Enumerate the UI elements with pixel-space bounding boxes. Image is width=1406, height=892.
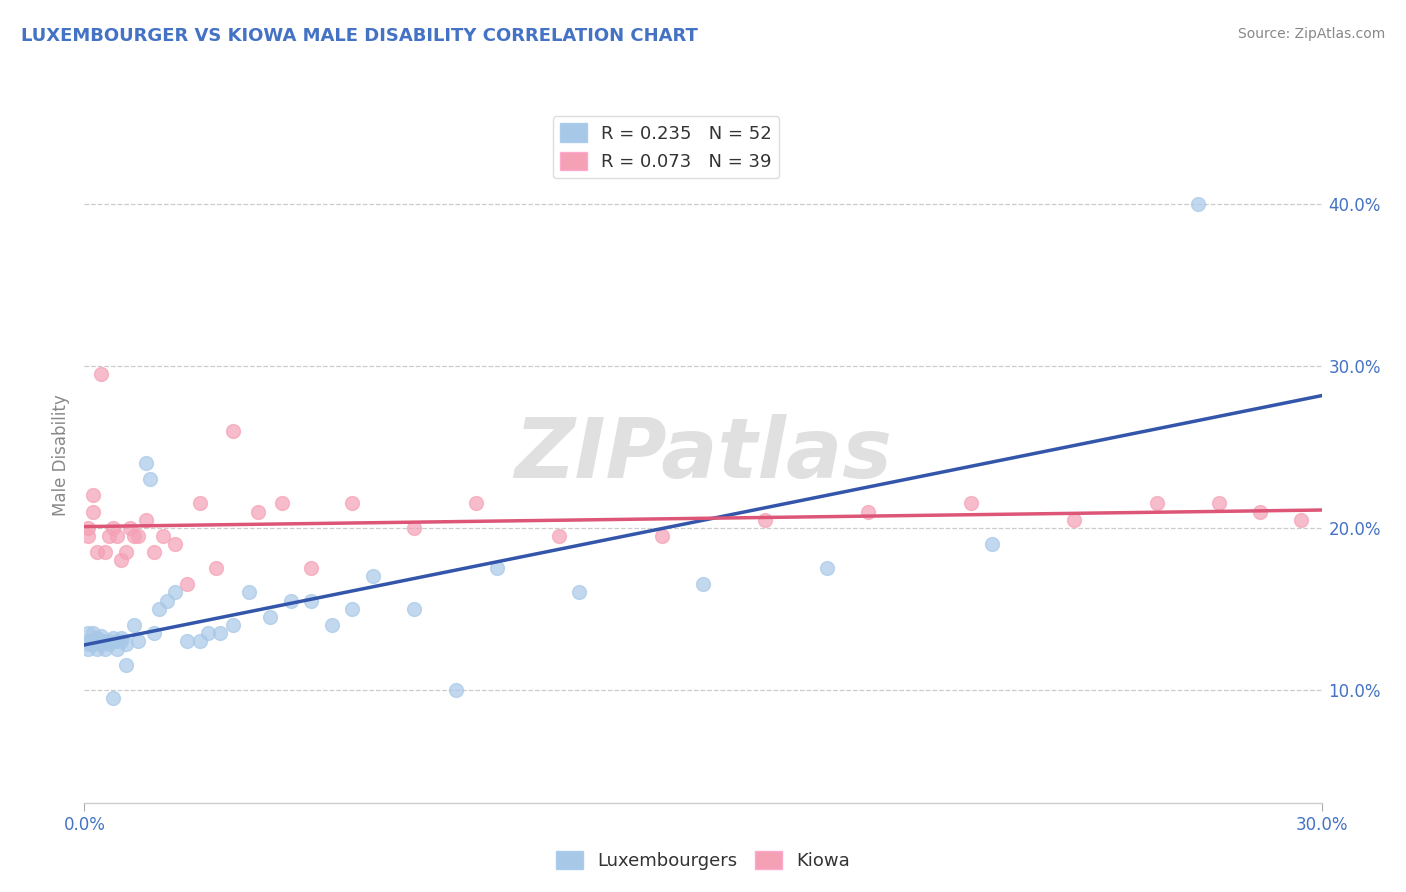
Point [90,367,112,381]
Point [960,496,983,510]
Point [110,634,132,648]
Point [176,577,198,591]
Text: ZIPatlas: ZIPatlas [515,415,891,495]
Point [156,593,179,607]
Point [94,642,117,657]
Point [404,601,426,615]
Point [547,529,569,543]
Point [82,626,104,640]
Point [1063,513,1085,527]
Point [444,682,467,697]
Point [1187,197,1209,211]
Point [152,529,174,543]
Point [105,634,128,648]
Point [77,521,100,535]
Point [105,529,128,543]
Text: Source: ZipAtlas.com: Source: ZipAtlas.com [1237,27,1385,41]
Point [299,561,322,575]
Point [1146,496,1168,510]
Point [404,521,426,535]
Point [485,561,508,575]
Point [1289,513,1312,527]
Point [82,634,104,648]
Point [856,504,879,518]
Point [86,545,108,559]
Point [342,496,364,510]
Point [77,626,100,640]
Point [135,513,157,527]
Point [815,561,838,575]
Point [118,521,141,535]
Point [143,626,166,640]
Point [1249,504,1271,518]
Point [94,634,117,648]
Point [127,529,149,543]
Point [114,545,136,559]
Point [342,601,364,615]
Point [692,577,714,591]
Point [980,537,1002,551]
Point [280,593,302,607]
Point [94,545,117,559]
Point [86,642,108,657]
Point [90,637,112,651]
Point [205,561,228,575]
Point [176,634,198,648]
Point [299,593,322,607]
Point [110,631,132,645]
Point [361,569,384,583]
Point [568,585,591,599]
Point [165,537,187,551]
Point [465,496,488,510]
Point [110,553,132,567]
Point [90,629,112,643]
Point [114,637,136,651]
Point [86,631,108,645]
Point [127,634,149,648]
Text: LUXEMBOURGER VS KIOWA MALE DISABILITY CORRELATION CHART: LUXEMBOURGER VS KIOWA MALE DISABILITY CO… [21,27,697,45]
Point [103,690,125,705]
Point [77,637,100,651]
Point [77,529,100,543]
Y-axis label: Male Disability: Male Disability [52,394,70,516]
Point [98,637,121,651]
Point [209,626,232,640]
Point [77,634,100,648]
Point [238,585,260,599]
Point [754,513,776,527]
Point [122,529,145,543]
Point [1208,496,1230,510]
Point [105,642,128,657]
Point [77,642,100,657]
Point [165,585,187,599]
Legend: Luxembourgers, Kiowa: Luxembourgers, Kiowa [548,844,858,877]
Point [82,637,104,651]
Point [651,529,673,543]
Point [188,634,211,648]
Point [188,496,211,510]
Point [82,488,104,502]
Point [122,617,145,632]
Point [321,617,343,632]
Point [86,634,108,648]
Point [103,521,125,535]
Point [139,472,162,486]
Point [222,617,245,632]
Point [271,496,294,510]
Point [148,601,170,615]
Point [98,634,121,648]
Point [197,626,219,640]
Point [222,424,245,438]
Point [246,504,269,518]
Point [82,504,104,518]
Point [259,609,281,624]
Point [114,658,136,673]
Point [98,529,121,543]
Point [135,456,157,470]
Point [103,631,125,645]
Point [143,545,166,559]
